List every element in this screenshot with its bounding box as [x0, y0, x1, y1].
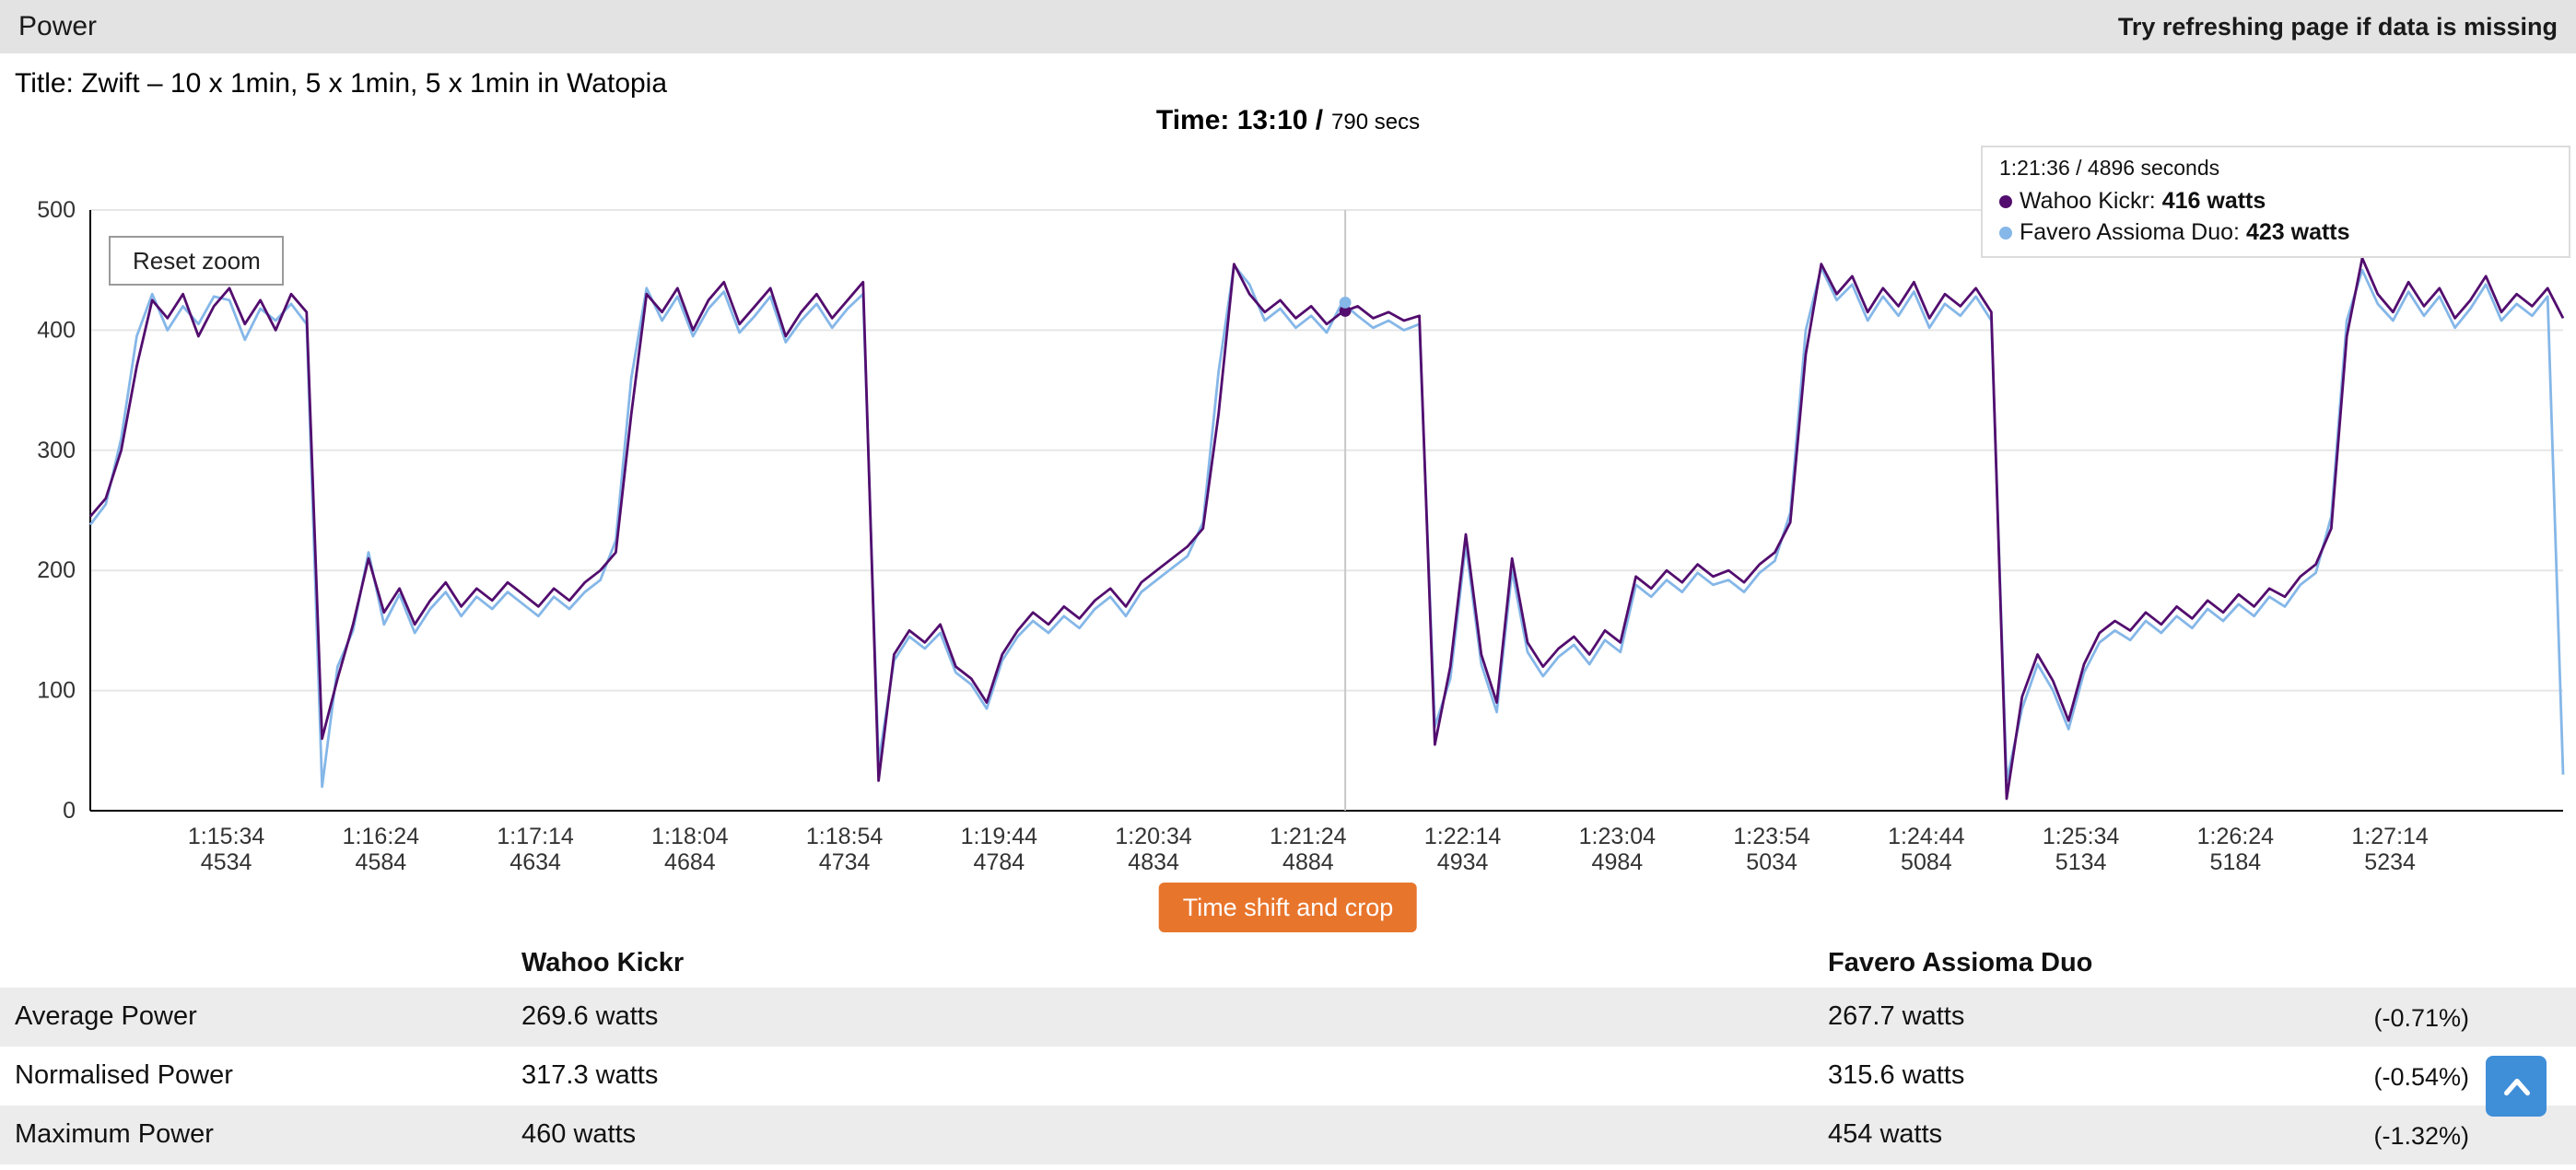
favero-value: 454 watts — [1828, 1120, 1943, 1150]
x-tick-time-label: 1:23:54 — [1733, 824, 1810, 849]
wahoo-column-header: Wahoo Kickr — [521, 948, 685, 977]
x-tick-time-label: 1:24:44 — [1888, 824, 1965, 849]
x-tick-seconds-label: 5034 — [1746, 849, 1797, 875]
table-row: Normalised Power 317.3 watts 315.6 watts… — [0, 1047, 2576, 1106]
x-tick-time-label: 1:21:24 — [1270, 824, 1347, 849]
table-header-row: Wahoo Kickr Favero Assioma Duo — [0, 938, 2576, 988]
y-tick-label: 100 — [37, 678, 76, 704]
x-tick-time-label: 1:22:14 — [1424, 824, 1502, 849]
favero-series-label: Favero Assioma Duo: — [2020, 218, 2240, 245]
x-tick-time-label: 1:18:04 — [651, 824, 729, 849]
diff-value: (-0.54%) — [2373, 1062, 2469, 1090]
x-tick-seconds-label: 4884 — [1282, 849, 1334, 875]
metric-label: Average Power — [15, 1002, 197, 1032]
metric-label: Maximum Power — [15, 1120, 214, 1150]
legend-item-favero: Favero Assioma Duo: 423 watts — [1999, 216, 2552, 247]
favero-series-value: 423 watts — [2245, 218, 2350, 245]
x-tick-time-label: 1:17:14 — [497, 824, 574, 849]
favero-value: 315.6 watts — [1828, 1061, 1965, 1091]
x-tick-seconds-label: 4684 — [664, 849, 716, 875]
table-row: Maximum Power 460 watts 454 watts (-1.32… — [0, 1106, 2576, 1164]
x-tick-time-label: 1:16:24 — [343, 824, 420, 849]
x-tick-time-label: 1:25:34 — [2043, 824, 2120, 849]
x-tick-seconds-label: 4784 — [974, 849, 1025, 875]
y-tick-label: 200 — [37, 557, 76, 583]
x-tick-seconds-label: 5134 — [2055, 849, 2107, 875]
table-row: Average Power 269.6 watts 267.7 watts (-… — [0, 988, 2576, 1047]
power-stats-table: Wahoo Kickr Favero Assioma Duo Average P… — [0, 938, 2576, 1164]
y-tick-label: 500 — [37, 197, 76, 223]
wahoo-value: 269.6 watts — [521, 1002, 659, 1032]
x-tick-seconds-label: 4934 — [1437, 849, 1489, 875]
series-line-wahoo-kickr — [88, 256, 2565, 801]
legend-item-wahoo: Wahoo Kickr: 416 watts — [1999, 186, 2552, 216]
scroll-to-top-button[interactable] — [2486, 1056, 2547, 1117]
x-tick-time-label: 1:27:14 — [2351, 824, 2429, 849]
refresh-hint: Try refreshing page if data is missing — [2117, 13, 2558, 41]
chart-legend: 1:21:36 / 4896 seconds Wahoo Kickr: 416 … — [1981, 146, 2570, 259]
x-tick-seconds-label: 4984 — [1592, 849, 1644, 875]
x-tick-time-label: 1:19:44 — [961, 824, 1038, 849]
chevron-up-icon — [2503, 1077, 2529, 1095]
metric-label: Normalised Power — [15, 1061, 233, 1091]
x-tick-seconds-label: 4584 — [356, 849, 407, 875]
favero-value: 267.7 watts — [1828, 1002, 1965, 1032]
series-line-favero-assioma-duo — [88, 263, 2565, 789]
top-bar: Power Try refreshing page if data is mis… — [0, 0, 2576, 53]
x-tick-time-label: 1:20:34 — [1115, 824, 1192, 849]
time-value: Time: 13:10 / — [1155, 105, 1324, 136]
x-tick-seconds-label: 4834 — [1128, 849, 1179, 875]
x-tick-time-label: 1:23:04 — [1579, 824, 1657, 849]
x-tick-seconds-label: 4734 — [819, 849, 871, 875]
x-tick-seconds-label: 5234 — [2364, 849, 2416, 875]
x-tick-seconds-label: 4534 — [201, 849, 252, 875]
y-tick-label: 300 — [37, 438, 76, 463]
x-tick-seconds-label: 5184 — [2210, 849, 2262, 875]
diff-value: (-1.32%) — [2373, 1121, 2469, 1149]
wahoo-value: 460 watts — [521, 1120, 637, 1150]
reset-zoom-button[interactable]: Reset zoom — [109, 236, 285, 286]
y-tick-label: 0 — [63, 798, 76, 824]
time-duration: 790 secs — [1331, 109, 1421, 135]
diff-value: (-0.71%) — [2373, 1003, 2469, 1031]
time-display: Time: 13:10 / 790 secs — [0, 105, 2576, 138]
y-tick-label: 400 — [37, 317, 76, 343]
hover-point — [1339, 305, 1352, 317]
page-title: Power — [18, 11, 98, 42]
favero-column-header: Favero Assioma Duo — [1828, 948, 2093, 977]
x-tick-seconds-label: 5084 — [1901, 849, 1952, 875]
wahoo-series-value: 416 watts — [2161, 188, 2266, 215]
legend-timestamp: 1:21:36 / 4896 seconds — [1999, 158, 2220, 181]
favero-series-dot-icon — [1999, 226, 2012, 240]
x-tick-time-label: 1:15:34 — [188, 824, 265, 849]
x-tick-seconds-label: 4634 — [509, 849, 561, 875]
x-tick-time-label: 1:18:54 — [806, 824, 884, 849]
wahoo-value: 317.3 watts — [521, 1061, 659, 1091]
wahoo-series-label: Wahoo Kickr: — [2020, 188, 2156, 215]
activity-title: Title: Zwift – 10 x 1min, 5 x 1min, 5 x … — [15, 68, 668, 99]
time-shift-crop-button[interactable]: Time shift and crop — [1158, 883, 1418, 932]
wahoo-series-dot-icon — [1999, 195, 2012, 209]
x-tick-time-label: 1:26:24 — [2197, 824, 2275, 849]
hover-point — [1339, 297, 1352, 309]
